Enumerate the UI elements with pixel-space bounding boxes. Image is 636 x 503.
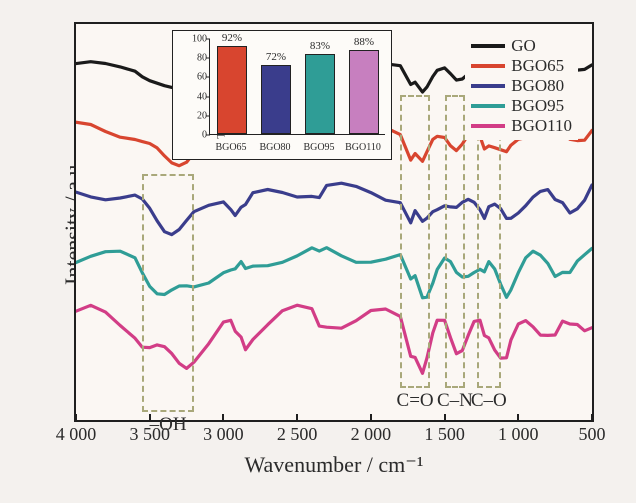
peak-label: C=O xyxy=(397,390,434,412)
inset-ytick: 20 xyxy=(191,110,207,121)
legend-item: BGO110 xyxy=(471,116,572,136)
inset-bar-label: BGO80 xyxy=(259,142,290,153)
inset-ytick: 80 xyxy=(191,53,207,64)
x-tick-label: 500 xyxy=(579,424,606,445)
x-axis-title: Wavenumber / cm⁻¹ xyxy=(74,452,594,478)
inset-bar xyxy=(261,65,291,134)
x-tick-label: 3 000 xyxy=(203,424,244,445)
legend-swatch xyxy=(471,44,505,48)
legend-label: BGO80 xyxy=(511,76,564,96)
legend-label: BGO110 xyxy=(511,116,572,136)
inset-bar-value: 88% xyxy=(354,36,374,48)
inset-bar-value: 83% xyxy=(310,40,330,52)
peak-label: C–O xyxy=(471,390,507,412)
legend-swatch xyxy=(471,84,505,88)
inset-bar xyxy=(349,50,379,134)
legend-item: BGO95 xyxy=(471,96,572,116)
x-tick-label: 1 500 xyxy=(424,424,465,445)
peak-region-C=O xyxy=(400,95,429,388)
legend: GOBGO65BGO80BGO95BGO110 xyxy=(465,32,578,140)
peak-region-–OH xyxy=(142,174,194,412)
peak-label: C–N xyxy=(437,390,473,412)
inset-bar-label: BGO110 xyxy=(345,142,381,153)
legend-swatch xyxy=(471,124,505,128)
legend-swatch xyxy=(471,104,505,108)
legend-label: BGO65 xyxy=(511,56,564,76)
legend-item: BGO65 xyxy=(471,56,572,76)
inset-bar xyxy=(305,54,335,134)
legend-label: BGO95 xyxy=(511,96,564,116)
inset-bar xyxy=(217,46,247,134)
x-tick-label: 2 000 xyxy=(351,424,392,445)
inset-bar-value: 72% xyxy=(266,51,286,63)
peak-label: –OH xyxy=(150,414,187,436)
inset-ytick: 40 xyxy=(191,91,207,102)
x-tick-label: 1 000 xyxy=(498,424,539,445)
legend-item: BGO80 xyxy=(471,76,572,96)
inset-bar-label: BGO95 xyxy=(303,142,334,153)
legend-swatch xyxy=(471,64,505,68)
inset-bar-value: 92% xyxy=(222,32,242,44)
x-tick-label: 2 500 xyxy=(277,424,318,445)
peak-region-C–N xyxy=(445,95,466,388)
legend-label: GO xyxy=(511,36,536,56)
figure-root: Intensity / a.u. GOBGO65BGO80BGO95BGO110… xyxy=(0,0,636,503)
inset-ytick: 0 xyxy=(191,130,207,141)
inset-bar-chart: Transmittance / % 92%72%83%88% 020406080… xyxy=(172,30,392,160)
main-plot-area: GOBGO65BGO80BGO95BGO110 Transmittance / … xyxy=(74,22,594,422)
x-tick-label: 4 000 xyxy=(56,424,97,445)
inset-ytick: 60 xyxy=(191,72,207,83)
inset-bar-label: BGO65 xyxy=(215,142,246,153)
inset-ytick: 100 xyxy=(191,34,207,45)
inset-plot-area: 92%72%83%88% xyxy=(209,39,385,135)
legend-item: GO xyxy=(471,36,572,56)
